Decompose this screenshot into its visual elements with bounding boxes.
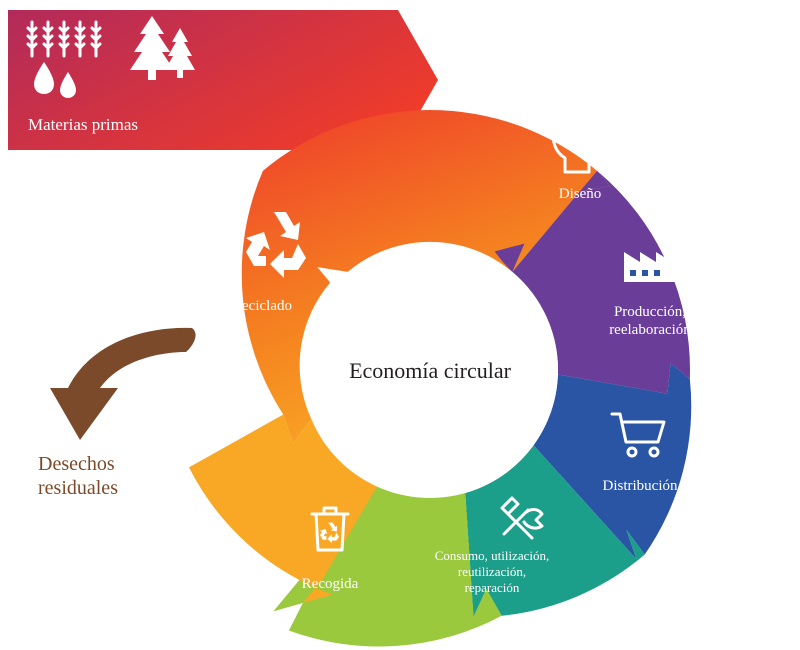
label-recogida: Recogida [302,576,359,592]
label-reciclado: Reciclado [232,298,292,314]
label-produccion-1: Producción, [614,304,686,320]
center-label: Economía circular [349,358,512,383]
label-consumo-3: reparación [465,580,520,595]
circular-economy-diagram: Materias primas Economía circular Recicl… [0,0,800,650]
label-diseno: Diseño [559,186,602,202]
label-consumo-2: reutilización, [458,564,526,579]
label-distribucion: Distribución [603,478,678,494]
diagram-svg: Materias primas Economía circular Recicl… [0,0,800,650]
label-produccion-2: reelaboración [609,322,691,338]
input-label: Materias primas [28,115,138,134]
waste-arrow [50,328,196,440]
label-consumo-1: Consumo, utilización, [435,548,549,563]
waste-label-2: residuales [38,477,118,499]
waste-label-1: Desechos [38,453,115,475]
